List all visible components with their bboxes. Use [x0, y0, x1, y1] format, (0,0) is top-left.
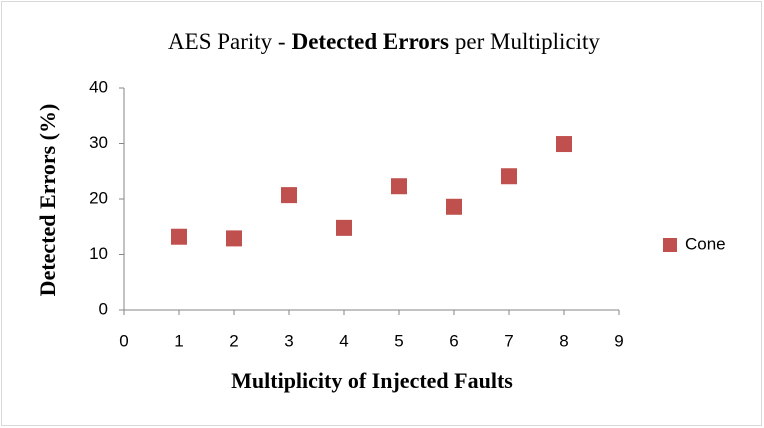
- x-tick-label: 5: [394, 331, 403, 350]
- y-tick-label: 30: [89, 133, 108, 152]
- legend-swatch: [663, 238, 677, 252]
- point: [336, 219, 352, 236]
- x-tick-label: 4: [339, 331, 348, 350]
- point: [226, 230, 242, 247]
- x-tick-label: 6: [449, 331, 458, 350]
- x-axis-label: Multiplicity of Injected Faults: [231, 368, 513, 393]
- y-tick-label: 0: [99, 299, 108, 318]
- point: [391, 178, 407, 195]
- point: [171, 228, 187, 245]
- x-tick-label: 0: [119, 331, 128, 350]
- title-part: AES Parity -: [168, 29, 286, 54]
- chart-title: AES Parity - Detected Errors per Multiplic…: [168, 29, 600, 54]
- title-part: per Multiplicity: [455, 29, 601, 54]
- x-tick-label: 8: [559, 331, 568, 350]
- y-tick-label: 20: [89, 188, 108, 207]
- y-tick-label: 10: [89, 244, 108, 263]
- x-tick-label: 1: [174, 331, 183, 350]
- x-tick-label: 3: [284, 331, 293, 350]
- point: [501, 168, 517, 185]
- title-part: Detected Errors: [292, 29, 449, 54]
- x-tick-label: 7: [504, 331, 513, 350]
- x-tick-label: 2: [229, 331, 238, 350]
- point: [446, 198, 462, 215]
- y-axis-label: Detected Errors (%): [35, 104, 60, 297]
- point: [556, 136, 572, 153]
- legend-label: Cone: [685, 234, 726, 253]
- y-tick-label: 40: [89, 77, 108, 96]
- x-tick-label: 9: [614, 331, 623, 350]
- point: [281, 187, 297, 204]
